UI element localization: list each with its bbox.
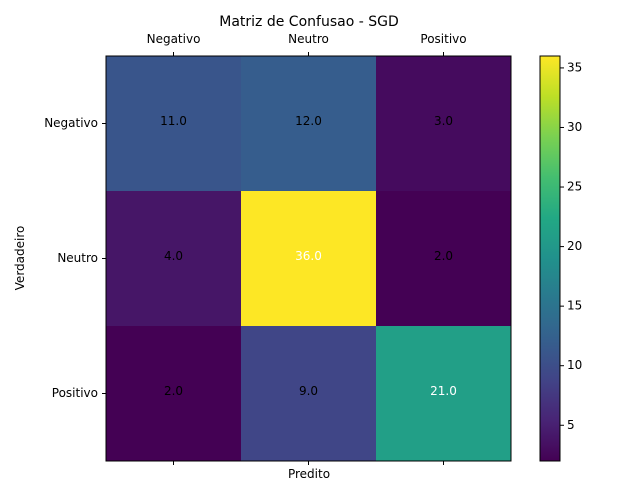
colorbar: 5 10 15 20 25 30 35 [539, 55, 582, 462]
cell-value-label: 12.0 [295, 114, 322, 128]
heatmap-cell [241, 56, 376, 191]
heatmap-cells: 11.0 12.0 3.0 4.0 36.0 2.0 2.0 9.0 21.0 [105, 55, 512, 462]
colorbar-tick-label: 35 [567, 60, 582, 74]
colorbar-tick-label: 20 [567, 239, 582, 253]
cell-value-label: 36.0 [295, 249, 322, 263]
cell-value-label: 2.0 [164, 384, 183, 398]
heatmap-cell [106, 191, 241, 326]
colorbar-tick-label: 5 [567, 418, 575, 432]
cell-value-label: 4.0 [164, 249, 183, 263]
axis-ticks: Negativo Neutro Positivo Negativo Neutro Posi… [44, 32, 467, 465]
heatmap-cell [376, 56, 511, 191]
heatmap-cell [241, 191, 376, 326]
heatmap-cell [376, 326, 511, 461]
x-tick-label: Positivo [420, 32, 466, 46]
colorbar-tick-label: 10 [567, 358, 582, 372]
chart-title: Matriz de Confusao - SGD [219, 14, 398, 30]
y-tick-label: Negativo [44, 116, 98, 130]
y-tick-label: Positivo [52, 386, 98, 400]
x-axis-label: Predito [288, 467, 330, 480]
heatmap-cell [376, 191, 511, 326]
heatmap-cell [106, 326, 241, 461]
colorbar-tick-label: 25 [567, 180, 582, 194]
y-axis-label: Verdadeiro [13, 226, 27, 291]
cell-value-label: 11.0 [160, 114, 187, 128]
heatmap-cell [106, 56, 241, 191]
cell-value-label: 9.0 [299, 384, 318, 398]
y-tick-label: Neutro [57, 251, 98, 265]
x-tick-label: Negativo [147, 32, 201, 46]
heatmap-cell [241, 326, 376, 461]
colorbar-tick-label: 15 [567, 299, 582, 313]
cell-value-label: 2.0 [434, 249, 453, 263]
cell-value-label: 3.0 [434, 114, 453, 128]
x-tick-label: Neutro [288, 32, 329, 46]
colorbar-tick-label: 30 [567, 120, 582, 134]
colorbar-gradient [539, 55, 561, 462]
cell-value-label: 21.0 [430, 384, 457, 398]
